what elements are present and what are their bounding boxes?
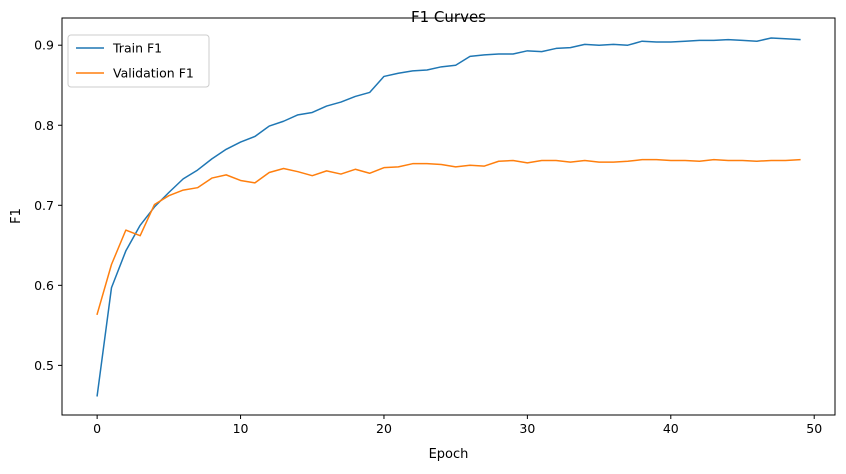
series-layer: [96, 37, 801, 397]
plot-frame: [61, 17, 836, 416]
y-tick-label: 0.8: [34, 118, 54, 133]
x-tick-label: 0: [93, 421, 101, 436]
y-tick-label: 0.9: [34, 38, 54, 53]
plot-area: 0 10 20 30 40 50 0.5 0.6 0.7 0.8 0.9: [34, 17, 836, 436]
x-axis-label: Epoch: [429, 447, 469, 462]
series-line-1: [96, 158, 801, 316]
legend: Train F1 Validation F1: [67, 34, 210, 88]
y-tick-label: 0.5: [34, 358, 54, 373]
x-tick-label: 40: [663, 421, 679, 436]
x-tick-label: 10: [233, 421, 249, 436]
legend-label-train: Train F1: [112, 41, 162, 56]
legend-label-validation: Validation F1: [113, 66, 194, 81]
x-tick-label: 20: [376, 421, 392, 436]
y-axis-ticks: 0.5 0.6 0.7 0.8 0.9: [34, 38, 62, 373]
x-axis-ticks: 0 10 20 30 40 50: [93, 415, 822, 436]
y-tick-label: 0.6: [34, 278, 54, 293]
x-tick-label: 30: [519, 421, 535, 436]
chart-title: F1 Curves: [411, 8, 486, 26]
series-line-0: [96, 37, 801, 397]
x-tick-label: 50: [806, 421, 822, 436]
y-tick-label: 0.7: [34, 198, 54, 213]
y-axis-label: F1: [9, 208, 24, 224]
